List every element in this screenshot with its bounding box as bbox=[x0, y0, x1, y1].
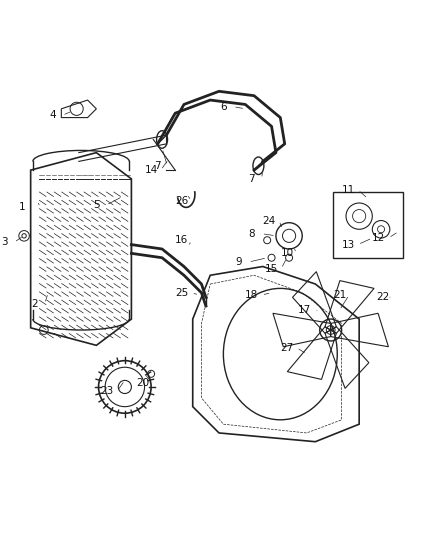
Text: 17: 17 bbox=[298, 305, 311, 316]
Text: 24: 24 bbox=[263, 215, 276, 225]
Text: 9: 9 bbox=[235, 257, 242, 267]
Text: 11: 11 bbox=[342, 185, 355, 195]
Text: 18: 18 bbox=[245, 290, 258, 300]
Text: 26: 26 bbox=[175, 196, 188, 206]
Text: 7: 7 bbox=[154, 161, 161, 171]
Text: 14: 14 bbox=[145, 165, 158, 175]
Text: 6: 6 bbox=[220, 102, 227, 111]
Text: 7: 7 bbox=[248, 174, 255, 184]
Text: 8: 8 bbox=[248, 229, 255, 239]
Text: 23: 23 bbox=[101, 386, 114, 397]
Text: 5: 5 bbox=[93, 200, 100, 210]
Text: 3: 3 bbox=[1, 237, 8, 247]
Text: 16: 16 bbox=[175, 235, 188, 245]
Text: 27: 27 bbox=[280, 343, 293, 352]
Text: 21: 21 bbox=[333, 290, 346, 300]
Text: 1: 1 bbox=[18, 203, 25, 212]
Text: 22: 22 bbox=[377, 292, 390, 302]
Text: 12: 12 bbox=[372, 233, 385, 243]
Text: 10: 10 bbox=[280, 248, 293, 259]
Text: 2: 2 bbox=[32, 298, 39, 309]
Text: 13: 13 bbox=[342, 240, 355, 249]
Text: 25: 25 bbox=[175, 288, 188, 298]
Text: 20: 20 bbox=[136, 377, 149, 387]
Text: 4: 4 bbox=[49, 110, 56, 120]
Text: 15: 15 bbox=[265, 264, 278, 273]
